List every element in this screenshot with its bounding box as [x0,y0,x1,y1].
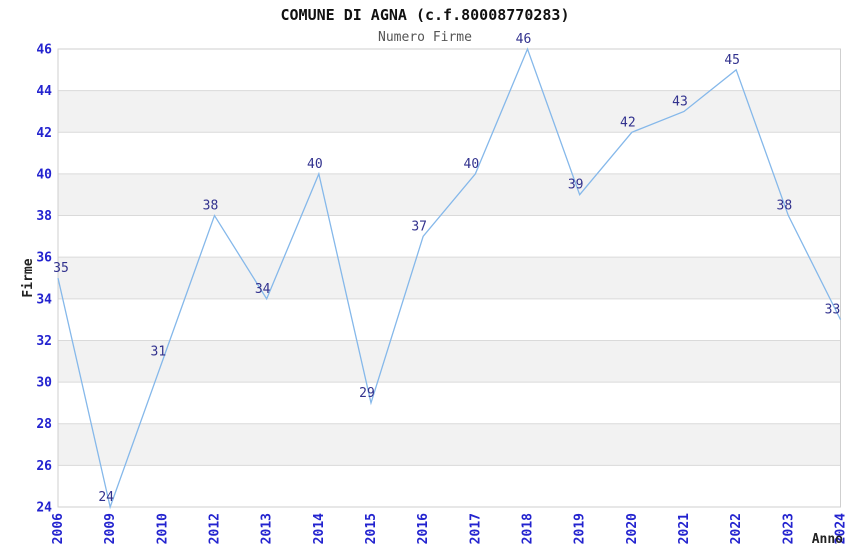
y-tick-label: 28 [36,417,52,432]
x-tick-label: 2020 [625,513,640,544]
data-label: 35 [53,261,69,276]
y-axis-title: Firme [21,258,36,297]
x-axis-tick-labels: 2006 2009 2010 2012 2013 2014 2015 2016 2017 2018… [51,513,849,544]
grid-band [58,340,841,383]
x-tick-label: 2023 [781,513,796,544]
x-tick-label: 2010 [155,513,170,544]
data-label: 31 [151,344,167,359]
x-tick-label: 2012 [208,513,223,544]
y-axis-tick-labels: 24 26 28 30 32 34 36 38 40 42 44 46 [36,43,52,516]
x-tick-label: 2006 [51,513,66,544]
x-tick-label: 2017 [468,513,483,544]
data-label: 24 [98,490,114,505]
series-line [57,47,842,510]
data-label: 38 [777,199,793,214]
data-label: 40 [307,157,323,172]
data-label: 42 [620,115,636,130]
x-tick-label: 2016 [416,513,431,544]
grid-band [58,257,841,299]
y-tick-label: 26 [36,459,52,474]
x-tick-label: 2014 [312,513,327,544]
data-label: 34 [255,282,271,297]
y-tick-label: 30 [36,376,52,391]
y-tick-label: 40 [36,167,52,182]
x-tick-label: 2022 [729,513,744,544]
x-tick-label: 2015 [364,513,379,544]
data-label: 37 [411,219,427,234]
data-label: 45 [724,53,740,68]
data-label: 40 [464,157,480,172]
data-label: 29 [359,386,375,401]
x-tick-label: 2021 [677,513,692,544]
x-tick-label: 2009 [103,513,118,544]
y-tick-label: 36 [36,251,52,266]
y-tick-label: 38 [36,209,52,224]
y-tick-label: 42 [36,126,52,141]
x-axis-title: Anno [812,532,843,547]
data-label: 43 [672,94,688,109]
data-labels: 35 24 31 38 34 40 29 37 40 46 39 42 43 45 38 33 [53,32,840,505]
y-tick-label: 34 [36,292,52,307]
grid-band [58,173,841,216]
chart-subtitle: Numero Firme [378,30,472,45]
chart-title: COMUNE DI AGNA (c.f.80008770283) [281,6,570,24]
y-tick-label: 24 [36,501,52,516]
data-label: 46 [516,32,532,47]
data-label: 39 [568,178,584,193]
y-tick-label: 32 [36,334,52,349]
data-label: 38 [203,199,219,214]
x-tick-label: 2019 [573,513,588,544]
data-label: 33 [825,303,841,318]
y-tick-label: 44 [36,84,52,99]
grid-band [58,90,841,133]
x-tick-label: 2013 [260,513,275,544]
x-tick-label: 2018 [521,513,536,544]
x-tick-label: 2024 [834,513,849,544]
y-tick-label: 46 [36,43,52,58]
grid-band [58,423,841,466]
grid-bands [58,90,841,466]
